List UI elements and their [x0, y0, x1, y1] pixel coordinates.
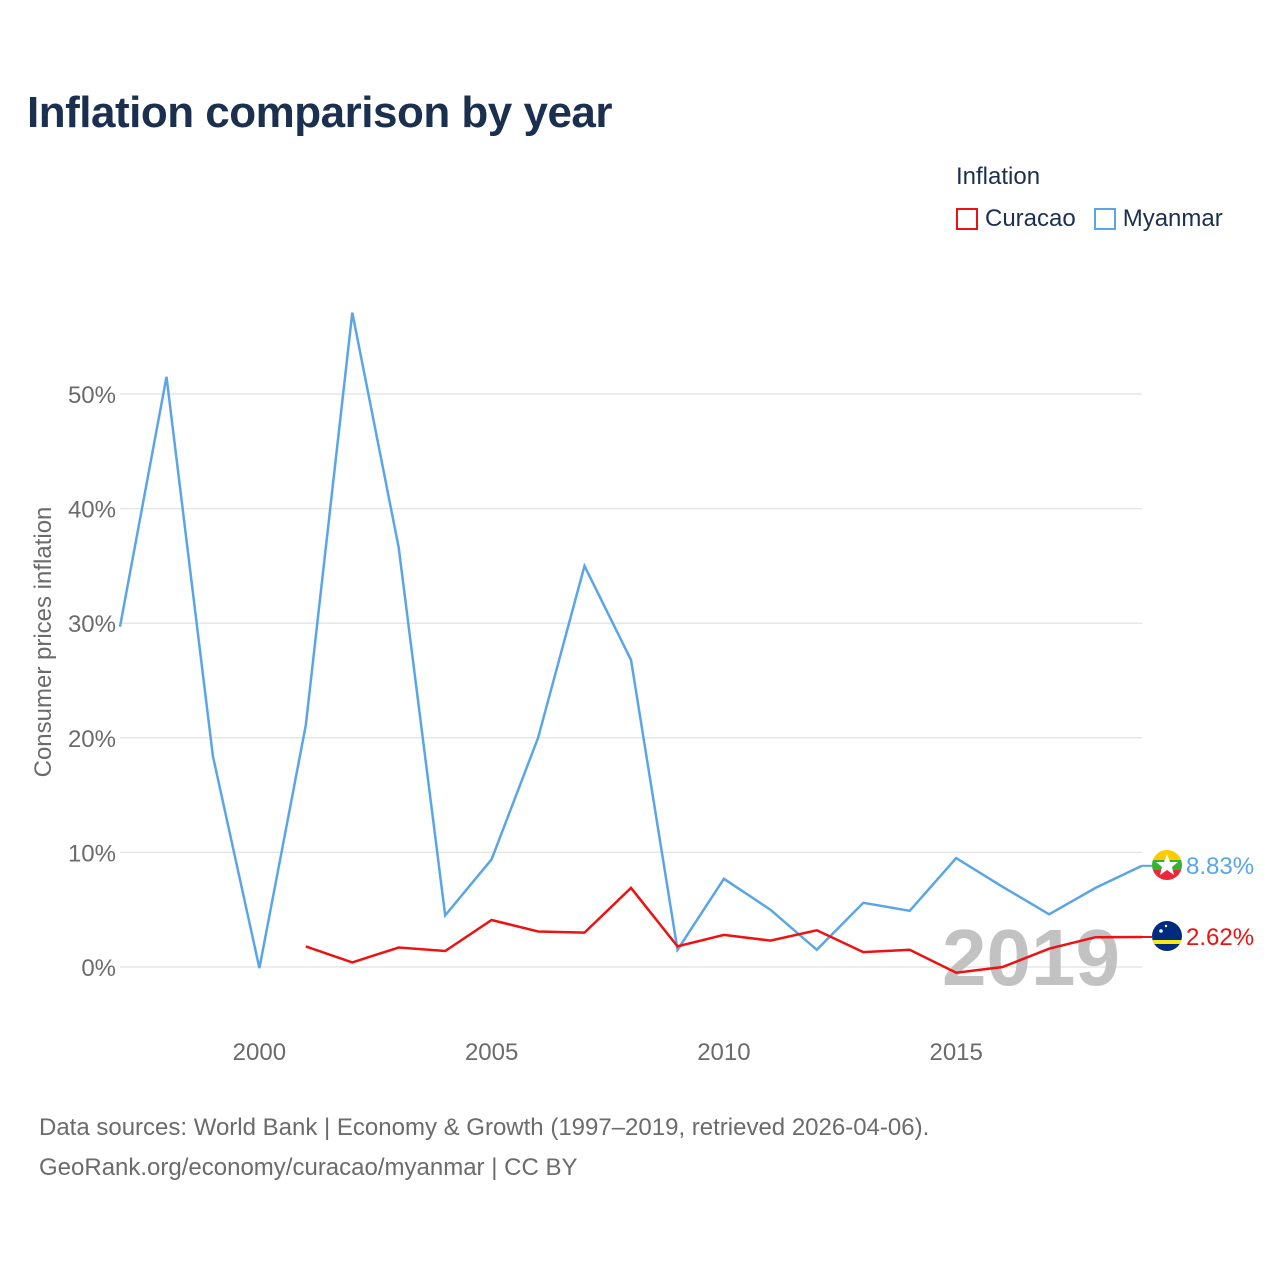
x-tick-label: 2010	[697, 1039, 750, 1066]
x-axis: 2000 2005 2010 2015	[233, 1039, 983, 1066]
end-value-label-curacao: 2.62%	[1186, 924, 1254, 951]
chart-title: Inflation comparison by year	[27, 88, 613, 137]
legend: Curacao Myanmar	[956, 205, 1223, 233]
source-note: Data sources: World Bank | Economy & Gro…	[39, 1108, 929, 1188]
series-line-myanmar[interactable]	[118, 312, 1143, 969]
series-lines: 8.83% 2.62%	[118, 312, 1254, 974]
source-line-1: Data sources: World Bank | Economy & Gro…	[39, 1114, 930, 1141]
y-tick-label: 40%	[68, 497, 116, 524]
legend-title: Inflation	[956, 163, 1041, 190]
series-line-curacao[interactable]	[305, 886, 1143, 974]
y-tick-label: 10%	[68, 840, 116, 867]
legend-swatch-curacao	[956, 208, 978, 230]
x-tick-label: 2005	[465, 1039, 518, 1066]
x-tick-label: 2015	[929, 1039, 982, 1066]
source-line-2[interactable]: GeoRank.org/economy/curacao/myanmar | CC…	[39, 1154, 578, 1181]
myanmar-flag-icon	[1152, 850, 1182, 880]
legend-item-myanmar[interactable]: Myanmar	[1093, 205, 1223, 233]
x-tick-label: 2000	[233, 1039, 286, 1066]
curacao-flag-icon	[1152, 921, 1182, 951]
legend-label-myanmar: Myanmar	[1122, 205, 1223, 232]
legend-swatch-myanmar	[1093, 208, 1116, 230]
gridlines	[120, 393, 1142, 968]
y-axis: 0% 10% 20% 30% 40% 50%	[68, 382, 116, 982]
y-axis-label: Consumer prices inflation	[30, 507, 57, 778]
y-tick-label: 20%	[68, 726, 116, 753]
legend-label-curacao: Curacao	[985, 205, 1076, 232]
y-tick-label: 30%	[68, 611, 116, 638]
chart-area: 2019 0%10%20%30%40%50% 2000 2005 2010 2015 …	[30, 312, 1254, 1066]
y-tick-label: 0%	[81, 955, 116, 982]
legend-item-curacao[interactable]: Curacao	[956, 205, 1076, 233]
year-watermark: 2019	[942, 913, 1120, 1002]
end-value-label-myanmar: 8.83%	[1186, 853, 1254, 880]
y-tick-label: 50%	[68, 382, 116, 409]
